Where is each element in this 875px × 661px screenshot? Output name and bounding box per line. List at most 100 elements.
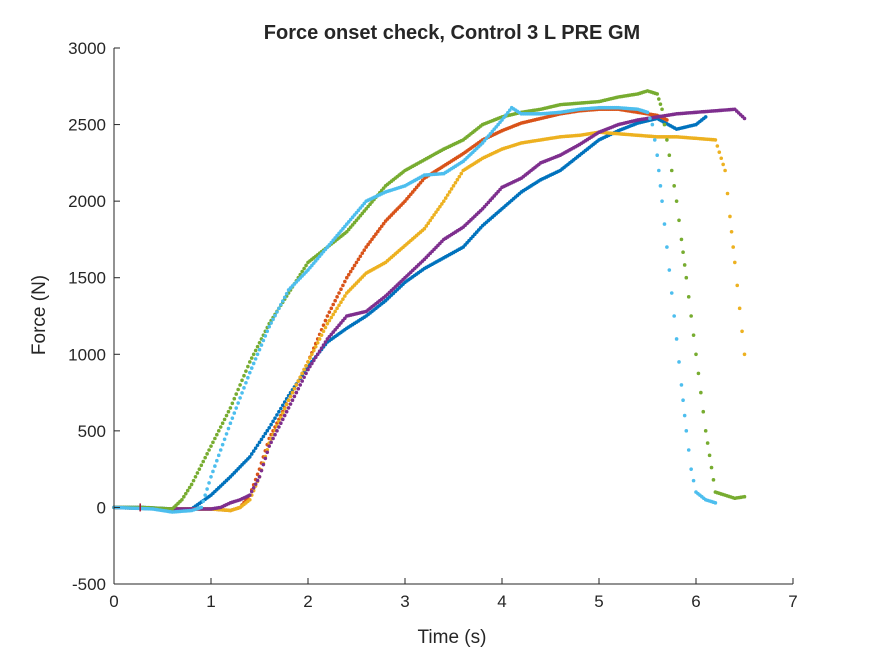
data-point <box>689 467 693 471</box>
data-point <box>228 421 233 426</box>
data-point <box>436 207 440 212</box>
data-point <box>341 283 345 288</box>
data-point <box>261 462 266 467</box>
data-point <box>655 153 659 157</box>
data-point <box>504 113 508 117</box>
data-point <box>240 378 244 383</box>
data-point <box>348 269 353 274</box>
series-6 <box>112 105 718 514</box>
data-point <box>213 464 217 468</box>
data-point <box>426 221 431 225</box>
data-point <box>440 202 444 206</box>
data-point <box>304 371 308 376</box>
data-point <box>224 432 229 436</box>
x-tick-label: 1 <box>206 592 215 611</box>
data-point <box>662 122 667 127</box>
data-point <box>218 425 223 429</box>
data-point <box>201 459 206 464</box>
data-point <box>339 300 343 305</box>
data-point <box>337 291 341 295</box>
data-point <box>189 482 194 487</box>
data-point <box>255 344 260 349</box>
data-point <box>209 444 213 448</box>
data-point <box>315 352 320 357</box>
data-point <box>331 312 336 317</box>
data-point <box>224 413 229 418</box>
data-point <box>660 107 664 112</box>
data-point <box>279 302 283 307</box>
data-point <box>672 314 676 318</box>
data-point <box>269 440 273 445</box>
data-point <box>321 343 326 347</box>
data-point <box>655 92 659 96</box>
data-point <box>430 215 434 220</box>
data-point <box>317 349 322 354</box>
data-point <box>273 432 277 437</box>
data-point <box>248 370 252 375</box>
data-point <box>259 343 264 347</box>
data-point <box>263 334 268 338</box>
data-point <box>246 364 250 369</box>
data-point <box>308 364 312 369</box>
data-point <box>251 361 256 366</box>
data-point <box>337 303 341 308</box>
data-point <box>242 373 246 378</box>
data-point <box>343 279 347 284</box>
data-point <box>694 352 698 357</box>
data-point <box>203 455 207 460</box>
data-point <box>684 275 689 280</box>
data-point <box>323 340 328 344</box>
data-point <box>374 232 378 236</box>
data-point <box>665 245 669 249</box>
data-point <box>263 431 268 436</box>
data-point <box>648 116 652 121</box>
data-point <box>358 254 363 259</box>
y-tick-label: 3000 <box>68 39 106 58</box>
data-point <box>368 240 372 244</box>
data-point <box>298 383 303 387</box>
data-point <box>180 497 184 502</box>
data-point <box>302 375 306 380</box>
data-point <box>261 338 266 343</box>
data-point <box>209 475 213 479</box>
data-point <box>216 429 221 433</box>
data-point <box>273 416 277 420</box>
data-point <box>242 386 246 390</box>
data-point <box>267 324 272 329</box>
data-point <box>248 455 252 459</box>
data-point <box>286 406 291 410</box>
data-point <box>376 229 380 234</box>
data-point <box>193 475 198 479</box>
data-point <box>257 347 262 352</box>
data-point <box>699 390 703 395</box>
data-point <box>290 390 295 395</box>
data-point <box>428 218 433 223</box>
data-point <box>455 177 460 182</box>
data-point <box>319 346 324 350</box>
data-point <box>742 494 747 499</box>
data-point <box>259 468 264 473</box>
data-point <box>249 452 254 456</box>
data-point <box>350 266 355 271</box>
data-point <box>445 193 450 197</box>
data-point <box>669 291 674 295</box>
data-point <box>432 213 436 217</box>
data-point <box>218 448 223 452</box>
data-point <box>248 497 252 502</box>
data-point <box>249 356 254 360</box>
data-point <box>323 325 328 330</box>
data-point <box>244 369 248 373</box>
data-point <box>265 450 270 455</box>
data-point <box>422 226 427 231</box>
data-point <box>677 218 681 223</box>
data-point <box>249 366 254 370</box>
data-point <box>302 266 306 271</box>
data-point <box>203 493 207 497</box>
chart-title: Force onset check, Control 3 L PRE GM <box>264 22 640 44</box>
data-point <box>356 257 361 262</box>
data-point <box>451 184 456 188</box>
data-point <box>329 306 334 311</box>
